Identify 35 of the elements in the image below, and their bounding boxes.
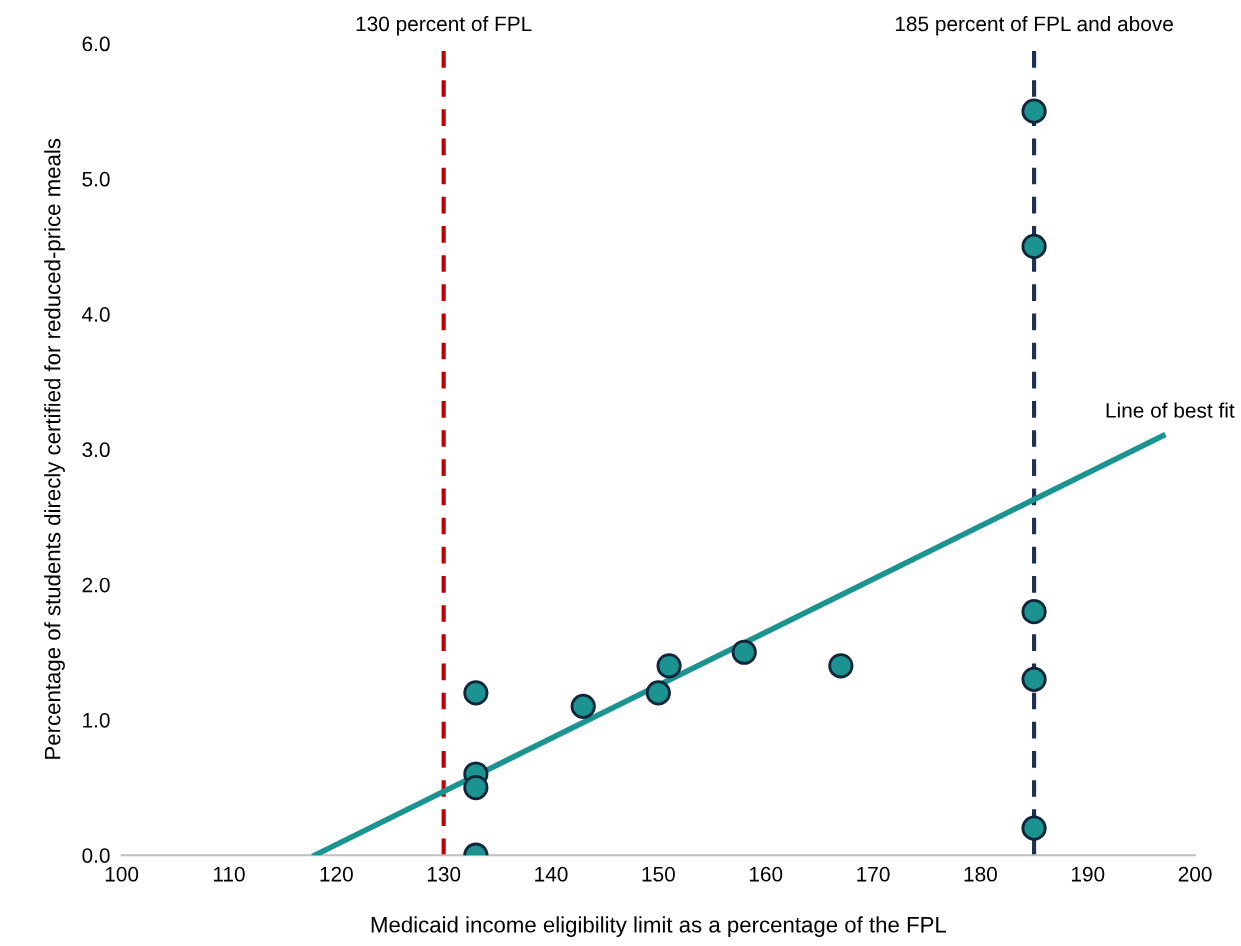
point bbox=[1021, 233, 1047, 260]
x-axis-title: Medicaid income eligibility limit as a percentage of the FPL bbox=[371, 916, 947, 937]
y-axis-title: Percentage of students direcly certified for reduced-price meals bbox=[44, 138, 65, 759]
ref-line-label: 130 percent of FPL bbox=[356, 16, 532, 36]
point bbox=[463, 774, 489, 801]
point bbox=[1021, 599, 1047, 625]
x-tick-label: 170 bbox=[857, 866, 890, 882]
point bbox=[645, 680, 671, 706]
point bbox=[1021, 666, 1047, 692]
y-tick-label: 1.0 bbox=[83, 712, 110, 728]
ref-line-label: 185 percent of FPL and above bbox=[895, 15, 1173, 36]
point bbox=[656, 653, 682, 679]
x-tick-label: 180 bbox=[964, 866, 997, 882]
x-tick-label: 130 bbox=[427, 866, 461, 882]
point bbox=[1021, 98, 1047, 124]
x-tick-label: 100 bbox=[105, 866, 139, 882]
x-tick-label: 110 bbox=[213, 866, 245, 882]
y-tick-label: 4.0 bbox=[82, 307, 110, 322]
point bbox=[463, 680, 489, 706]
x-tick-label: 140 bbox=[535, 866, 568, 882]
point bbox=[828, 653, 854, 679]
y-tick-label: 3.0 bbox=[82, 442, 110, 458]
x-tick-label: 160 bbox=[749, 866, 783, 882]
y-tick-label: 5.0 bbox=[82, 171, 110, 187]
x-tick-label: 150 bbox=[642, 866, 675, 882]
point bbox=[731, 639, 757, 665]
y-tick-label: 0.0 bbox=[82, 848, 110, 863]
annotation: Line of best fit bbox=[1106, 402, 1235, 418]
x-tick-label: 190 bbox=[1071, 866, 1105, 882]
point bbox=[570, 693, 596, 719]
y-tick-label: 6.0 bbox=[82, 36, 110, 52]
point bbox=[1021, 815, 1047, 841]
x-tick-label: 120 bbox=[320, 866, 353, 882]
x-tick-label: 200 bbox=[1178, 866, 1212, 882]
y-tick-label: 2.0 bbox=[82, 577, 110, 593]
